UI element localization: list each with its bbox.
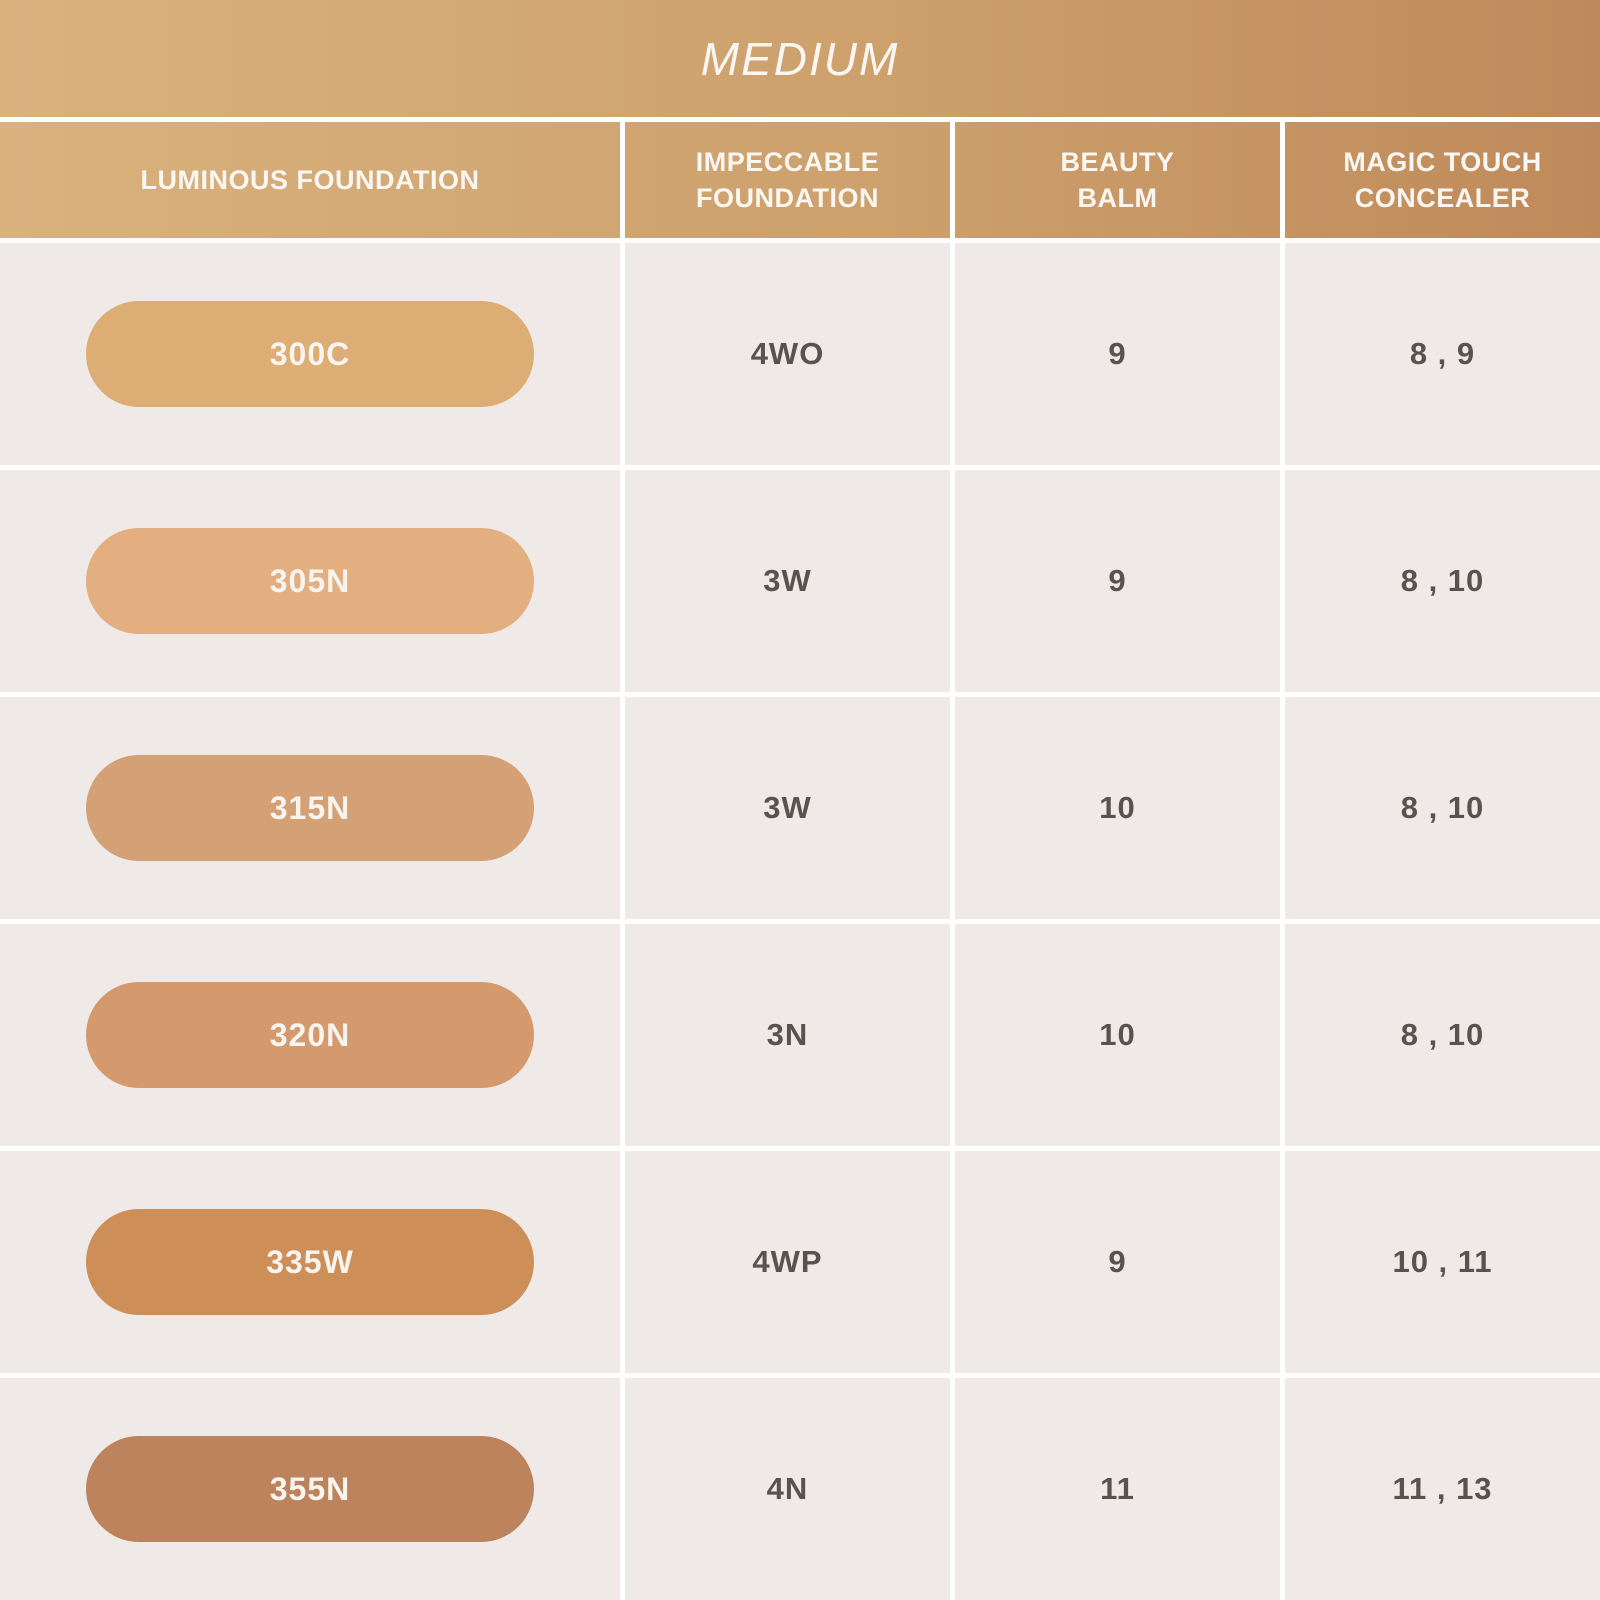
table-row: 300C 4WO 9 8 , 9: [0, 238, 1600, 465]
magic-touch-concealer-value: 8 , 10: [1280, 924, 1600, 1146]
column-header-luminous-foundation: LUMINOUS FOUNDATION: [140, 164, 480, 195]
impeccable-foundation-value: 3W: [620, 697, 950, 919]
magic-touch-concealer-value: 10 , 11: [1280, 1151, 1600, 1373]
impeccable-foundation-value: 4WP: [620, 1151, 950, 1373]
magic-touch-concealer-value: 8 , 10: [1280, 697, 1600, 919]
magic-touch-concealer-value: 8 , 9: [1280, 243, 1600, 465]
shade-swatch-cell: 355N: [0, 1378, 620, 1600]
table-row: 320N 3N 10 8 , 10: [0, 919, 1600, 1146]
impeccable-foundation-value: 4WO: [620, 243, 950, 465]
category-title: MEDIUM: [700, 32, 900, 85]
shade-swatch-cell: 320N: [0, 924, 620, 1146]
magic-touch-concealer-value: 8 , 10: [1280, 470, 1600, 692]
beauty-balm-value: 10: [950, 697, 1280, 919]
impeccable-foundation-value: 3N: [620, 924, 950, 1146]
shade-swatch-cell: 305N: [0, 470, 620, 692]
beauty-balm-value: 10: [950, 924, 1280, 1146]
beauty-balm-value: 9: [950, 470, 1280, 692]
shade-swatch-335w: 335W: [86, 1209, 534, 1315]
column-header-magic-touch-concealer: MAGIC TOUCH CONCEALER: [1280, 122, 1600, 238]
table-row: 315N 3W 10 8 , 10: [0, 692, 1600, 919]
shade-swatch-cell: 335W: [0, 1151, 620, 1373]
shade-swatch-cell: 315N: [0, 697, 620, 919]
beauty-balm-value: 9: [950, 1151, 1280, 1373]
column-header-impeccable-foundation: IMPECCABLE FOUNDATION: [620, 122, 950, 238]
table-row: 355N 4N 11 11 , 13: [0, 1373, 1600, 1600]
impeccable-foundation-value: 4N: [620, 1378, 950, 1600]
category-banner: MEDIUM: [0, 0, 1600, 117]
beauty-balm-value: 9: [950, 243, 1280, 465]
table-header-row: LUMINOUS FOUNDATION IMPECCABLE FOUNDATIO…: [0, 117, 1600, 238]
shade-swatch-320n: 320N: [86, 982, 534, 1088]
column-header-beauty-balm: BEAUTY BALM: [950, 122, 1280, 238]
shade-swatch-315n: 315N: [86, 755, 534, 861]
shade-swatch-305n: 305N: [86, 528, 534, 634]
table-row: 305N 3W 9 8 , 10: [0, 465, 1600, 692]
shade-swatch-cell: 300C: [0, 243, 620, 465]
impeccable-foundation-value: 3W: [620, 470, 950, 692]
magic-touch-concealer-value: 11 , 13: [1280, 1378, 1600, 1600]
table-row: 335W 4WP 9 10 , 11: [0, 1146, 1600, 1373]
shade-swatch-355n: 355N: [86, 1436, 534, 1542]
shade-swatch-300c: 300C: [86, 301, 534, 407]
beauty-balm-value: 11: [950, 1378, 1280, 1600]
